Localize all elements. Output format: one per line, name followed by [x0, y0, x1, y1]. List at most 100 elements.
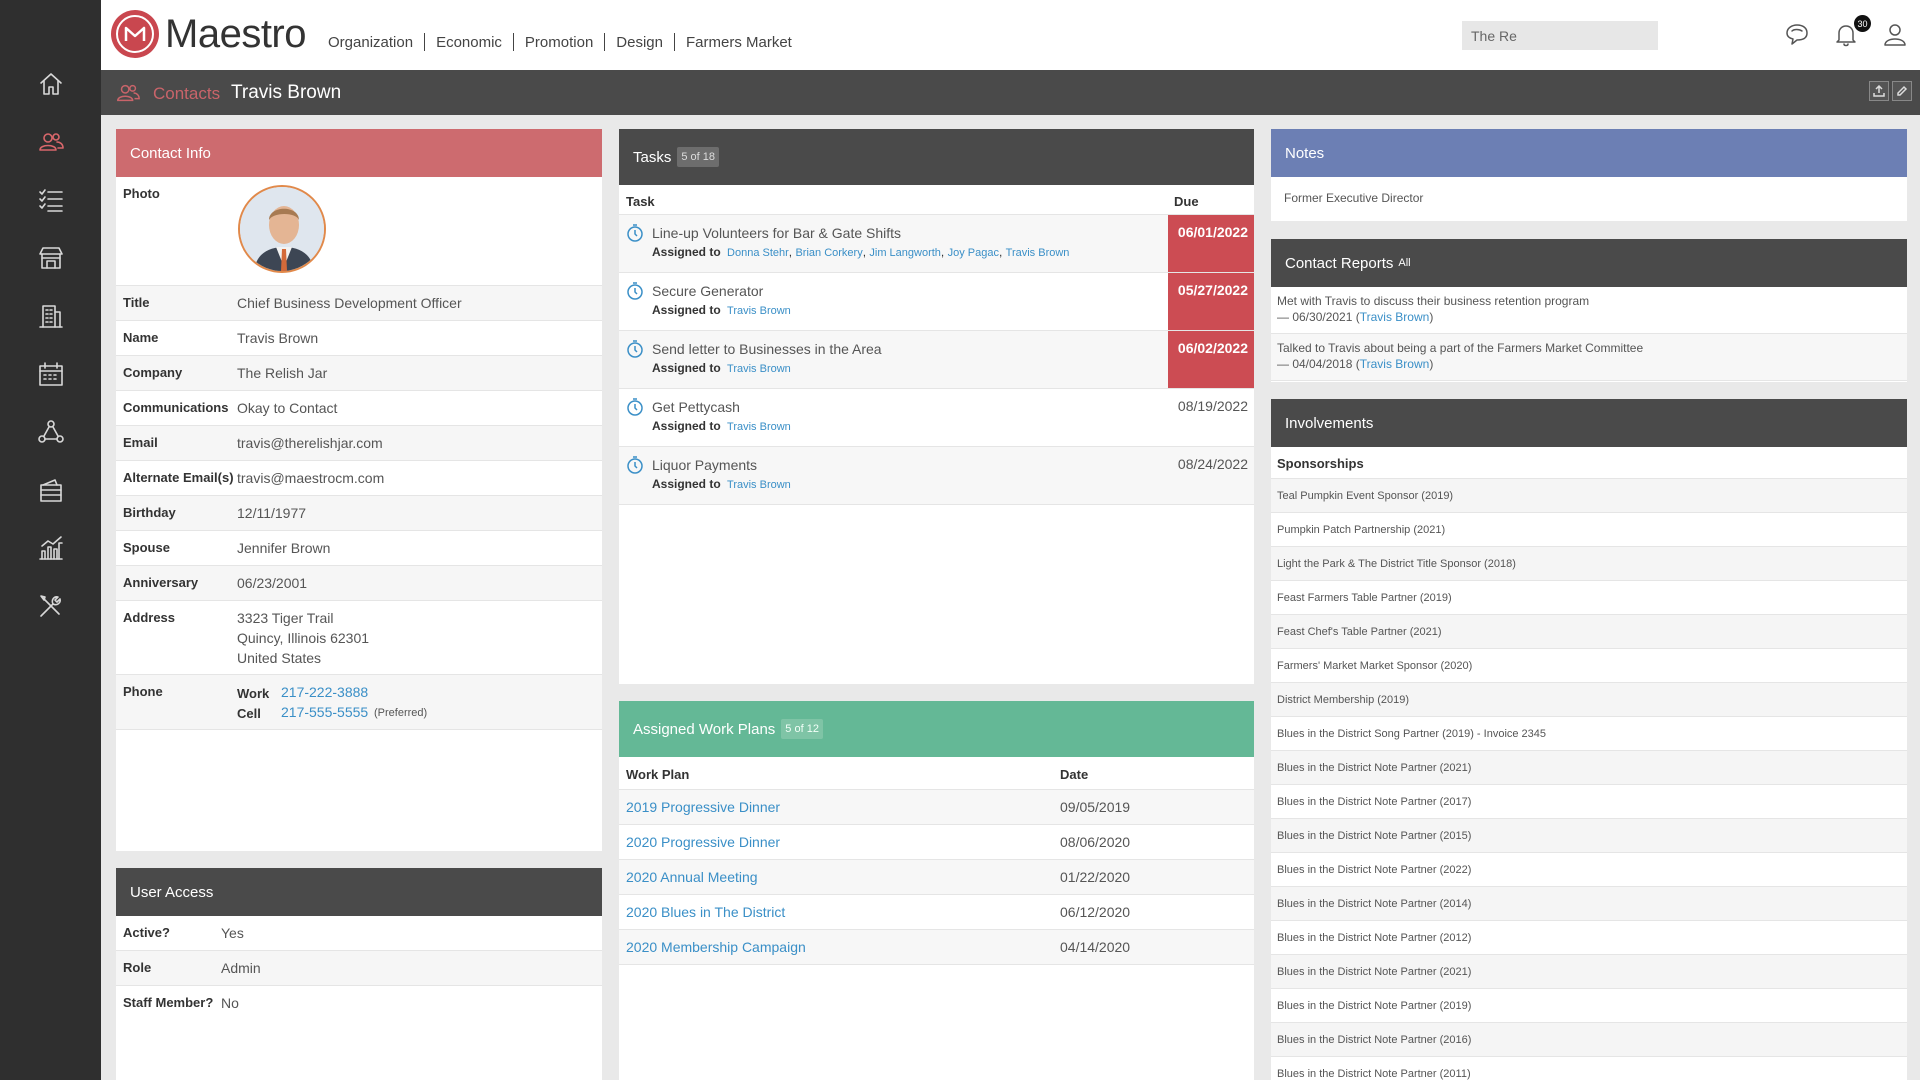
- involvement-item[interactable]: Light the Park & The District Title Spon…: [1271, 547, 1907, 581]
- assignee-link[interactable]: Jim Langworth: [869, 247, 941, 259]
- task-name[interactable]: Get Pettycash: [652, 399, 740, 415]
- nav-design[interactable]: Design: [616, 33, 663, 51]
- phone-label: Phone: [123, 684, 163, 699]
- report-person-link[interactable]: Travis Brown: [1359, 357, 1430, 371]
- tasks-icon[interactable]: [0, 178, 101, 222]
- task-name[interactable]: Secure Generator: [652, 283, 764, 299]
- search-input[interactable]: [1462, 21, 1658, 50]
- bell-icon[interactable]: [1832, 20, 1860, 48]
- assignee-link[interactable]: Travis Brown: [727, 363, 791, 375]
- notes-text: Former Executive Director: [1284, 191, 1424, 205]
- work-plan-column-header[interactable]: Work Plan: [626, 767, 690, 782]
- task-due-date: 08/19/2022: [1177, 398, 1248, 414]
- work-plan-date: 06/12/2020: [1060, 904, 1131, 920]
- home-icon[interactable]: [0, 62, 101, 106]
- spouse-link[interactable]: Jennifer Brown: [237, 540, 331, 556]
- task-row[interactable]: Send letter to Businesses in the Area As…: [619, 331, 1254, 389]
- involvement-item[interactable]: Farmers' Market Market Sponsor (2020): [1271, 649, 1907, 683]
- involvement-item[interactable]: Blues in the District Note Partner (2012…: [1271, 921, 1907, 955]
- task-name[interactable]: Liquor Payments: [652, 457, 758, 473]
- work-plan-link[interactable]: 2020 Blues in The District: [626, 904, 786, 920]
- export-icon[interactable]: [1869, 81, 1889, 101]
- staff-member-value: No: [221, 995, 239, 1011]
- involvement-item[interactable]: District Membership (2019): [1271, 683, 1907, 717]
- due-column-header[interactable]: Due: [1174, 194, 1199, 209]
- work-phone-link[interactable]: 217-222-3888: [281, 684, 369, 700]
- tools-icon[interactable]: [0, 584, 101, 628]
- work-plan-row[interactable]: 2020 Annual Meeting 01/22/2020: [619, 860, 1254, 895]
- cell-phone-link[interactable]: 217-555-5555: [281, 704, 369, 720]
- building-icon[interactable]: [0, 294, 101, 338]
- task-name[interactable]: Line-up Volunteers for Bar & Gate Shifts: [652, 225, 902, 241]
- task-column-header[interactable]: Task: [626, 194, 655, 209]
- address-line-2: Quincy, Illinois 62301: [237, 630, 370, 646]
- contact-reports-header: Contact Reports All: [1271, 239, 1907, 287]
- chat-icon[interactable]: [1783, 20, 1811, 48]
- nav-farmers-market[interactable]: Farmers Market: [686, 33, 792, 51]
- breadcrumb-contacts[interactable]: Contacts: [153, 84, 221, 103]
- assignee-link[interactable]: Joy Pagac: [947, 247, 999, 259]
- assignee-link[interactable]: Travis Brown: [727, 421, 791, 433]
- involvement-item[interactable]: Blues in the District Note Partner (2019…: [1271, 989, 1907, 1023]
- email-link[interactable]: travis@therelishjar.com: [237, 435, 383, 451]
- edit-icon[interactable]: [1892, 81, 1912, 101]
- work-plan-row[interactable]: 2020 Blues in The District 06/12/2020: [619, 895, 1254, 930]
- contacts-icon[interactable]: [0, 120, 101, 164]
- involvement-item[interactable]: Blues in the District Note Partner (2016…: [1271, 1023, 1907, 1057]
- reports-icon[interactable]: [0, 526, 101, 570]
- report-person-link[interactable]: Travis Brown: [1359, 310, 1430, 324]
- contact-report-row[interactable]: Met with Travis to discuss their busines…: [1271, 287, 1907, 334]
- wallet-icon[interactable]: [0, 468, 101, 512]
- assignee-link[interactable]: Donna Stehr: [727, 247, 789, 259]
- work-plan-link[interactable]: 2020 Annual Meeting: [626, 869, 758, 885]
- task-assignees: Assigned to Travis Brown: [652, 361, 791, 375]
- cell-phone-label: Cell: [237, 706, 261, 721]
- calendar-icon[interactable]: [0, 352, 101, 396]
- work-plan-link[interactable]: 2020 Progressive Dinner: [626, 834, 781, 850]
- task-row[interactable]: Secure Generator Assigned to Travis Brow…: [619, 273, 1254, 331]
- task-row[interactable]: Liquor Payments Assigned to Travis Brown…: [619, 447, 1254, 505]
- nav-organization[interactable]: Organization: [328, 33, 414, 51]
- involvement-item[interactable]: Blues in the District Note Partner (2017…: [1271, 785, 1907, 819]
- involvement-item[interactable]: Pumpkin Patch Partnership (2021): [1271, 513, 1907, 547]
- involvement-item[interactable]: Blues in the District Note Partner (2014…: [1271, 887, 1907, 921]
- report-paren-close: ): [1429, 310, 1434, 324]
- work-plan-row[interactable]: 2019 Progressive Dinner 09/05/2019: [619, 790, 1254, 825]
- task-row[interactable]: Get Pettycash Assigned to Travis Brown 0…: [619, 389, 1254, 447]
- work-plan-row[interactable]: 2020 Progressive Dinner 08/06/2020: [619, 825, 1254, 860]
- contact-reports-all-link[interactable]: All: [1398, 257, 1411, 269]
- work-plan-link[interactable]: 2019 Progressive Dinner: [626, 799, 781, 815]
- contact-avatar[interactable]: [238, 185, 326, 273]
- task-name[interactable]: Send letter to Businesses in the Area: [652, 341, 882, 357]
- involvement-item[interactable]: Blues in the District Note Partner (2021…: [1271, 955, 1907, 989]
- report-date: — 06/30/2021 (: [1277, 310, 1360, 324]
- work-plan-date: 01/22/2020: [1060, 869, 1131, 885]
- address-line-3: United States: [237, 650, 322, 666]
- assigned-label: Assigned to: [652, 303, 721, 317]
- involvement-item[interactable]: Blues in the District Note Partner (2011…: [1271, 1057, 1907, 1080]
- assignee-link[interactable]: Travis Brown: [1005, 247, 1070, 259]
- market-icon[interactable]: [0, 236, 101, 280]
- involvement-item[interactable]: Feast Chef's Table Partner (2021): [1271, 615, 1907, 649]
- involvements-list: Teal Pumpkin Event Sponsor (2019) Pumpki…: [1271, 479, 1907, 1080]
- involvement-item[interactable]: Teal Pumpkin Event Sponsor (2019): [1271, 479, 1907, 513]
- involvement-item[interactable]: Blues in the District Note Partner (2022…: [1271, 853, 1907, 887]
- nav-economic[interactable]: Economic: [436, 33, 502, 51]
- nav-promotion[interactable]: Promotion: [524, 33, 594, 51]
- work-plan-row[interactable]: 2020 Membership Campaign 04/14/2020: [619, 930, 1254, 965]
- involvement-item[interactable]: Feast Farmers Table Partner (2019): [1271, 581, 1907, 615]
- task-due-date-overdue: 06/02/2022: [1168, 331, 1254, 388]
- involvement-item[interactable]: Blues in the District Note Partner (2015…: [1271, 819, 1907, 853]
- assignee-link[interactable]: Travis Brown: [727, 305, 791, 317]
- contact-report-row[interactable]: Talked to Travis about being a part of t…: [1271, 334, 1907, 381]
- assignee-link[interactable]: Travis Brown: [727, 479, 791, 491]
- maestro-logo[interactable]: Maestro: [111, 10, 307, 58]
- assignee-link[interactable]: Brian Corkery: [795, 247, 863, 259]
- task-row[interactable]: Line-up Volunteers for Bar & Gate Shifts…: [619, 215, 1254, 273]
- network-icon[interactable]: [0, 410, 101, 454]
- date-column-header[interactable]: Date: [1060, 767, 1089, 782]
- work-plan-link[interactable]: 2020 Membership Campaign: [626, 939, 806, 955]
- involvement-item[interactable]: Blues in the District Note Partner (2021…: [1271, 751, 1907, 785]
- user-profile-icon[interactable]: [1881, 20, 1909, 48]
- involvement-item[interactable]: Blues in the District Song Partner (2019…: [1271, 717, 1907, 751]
